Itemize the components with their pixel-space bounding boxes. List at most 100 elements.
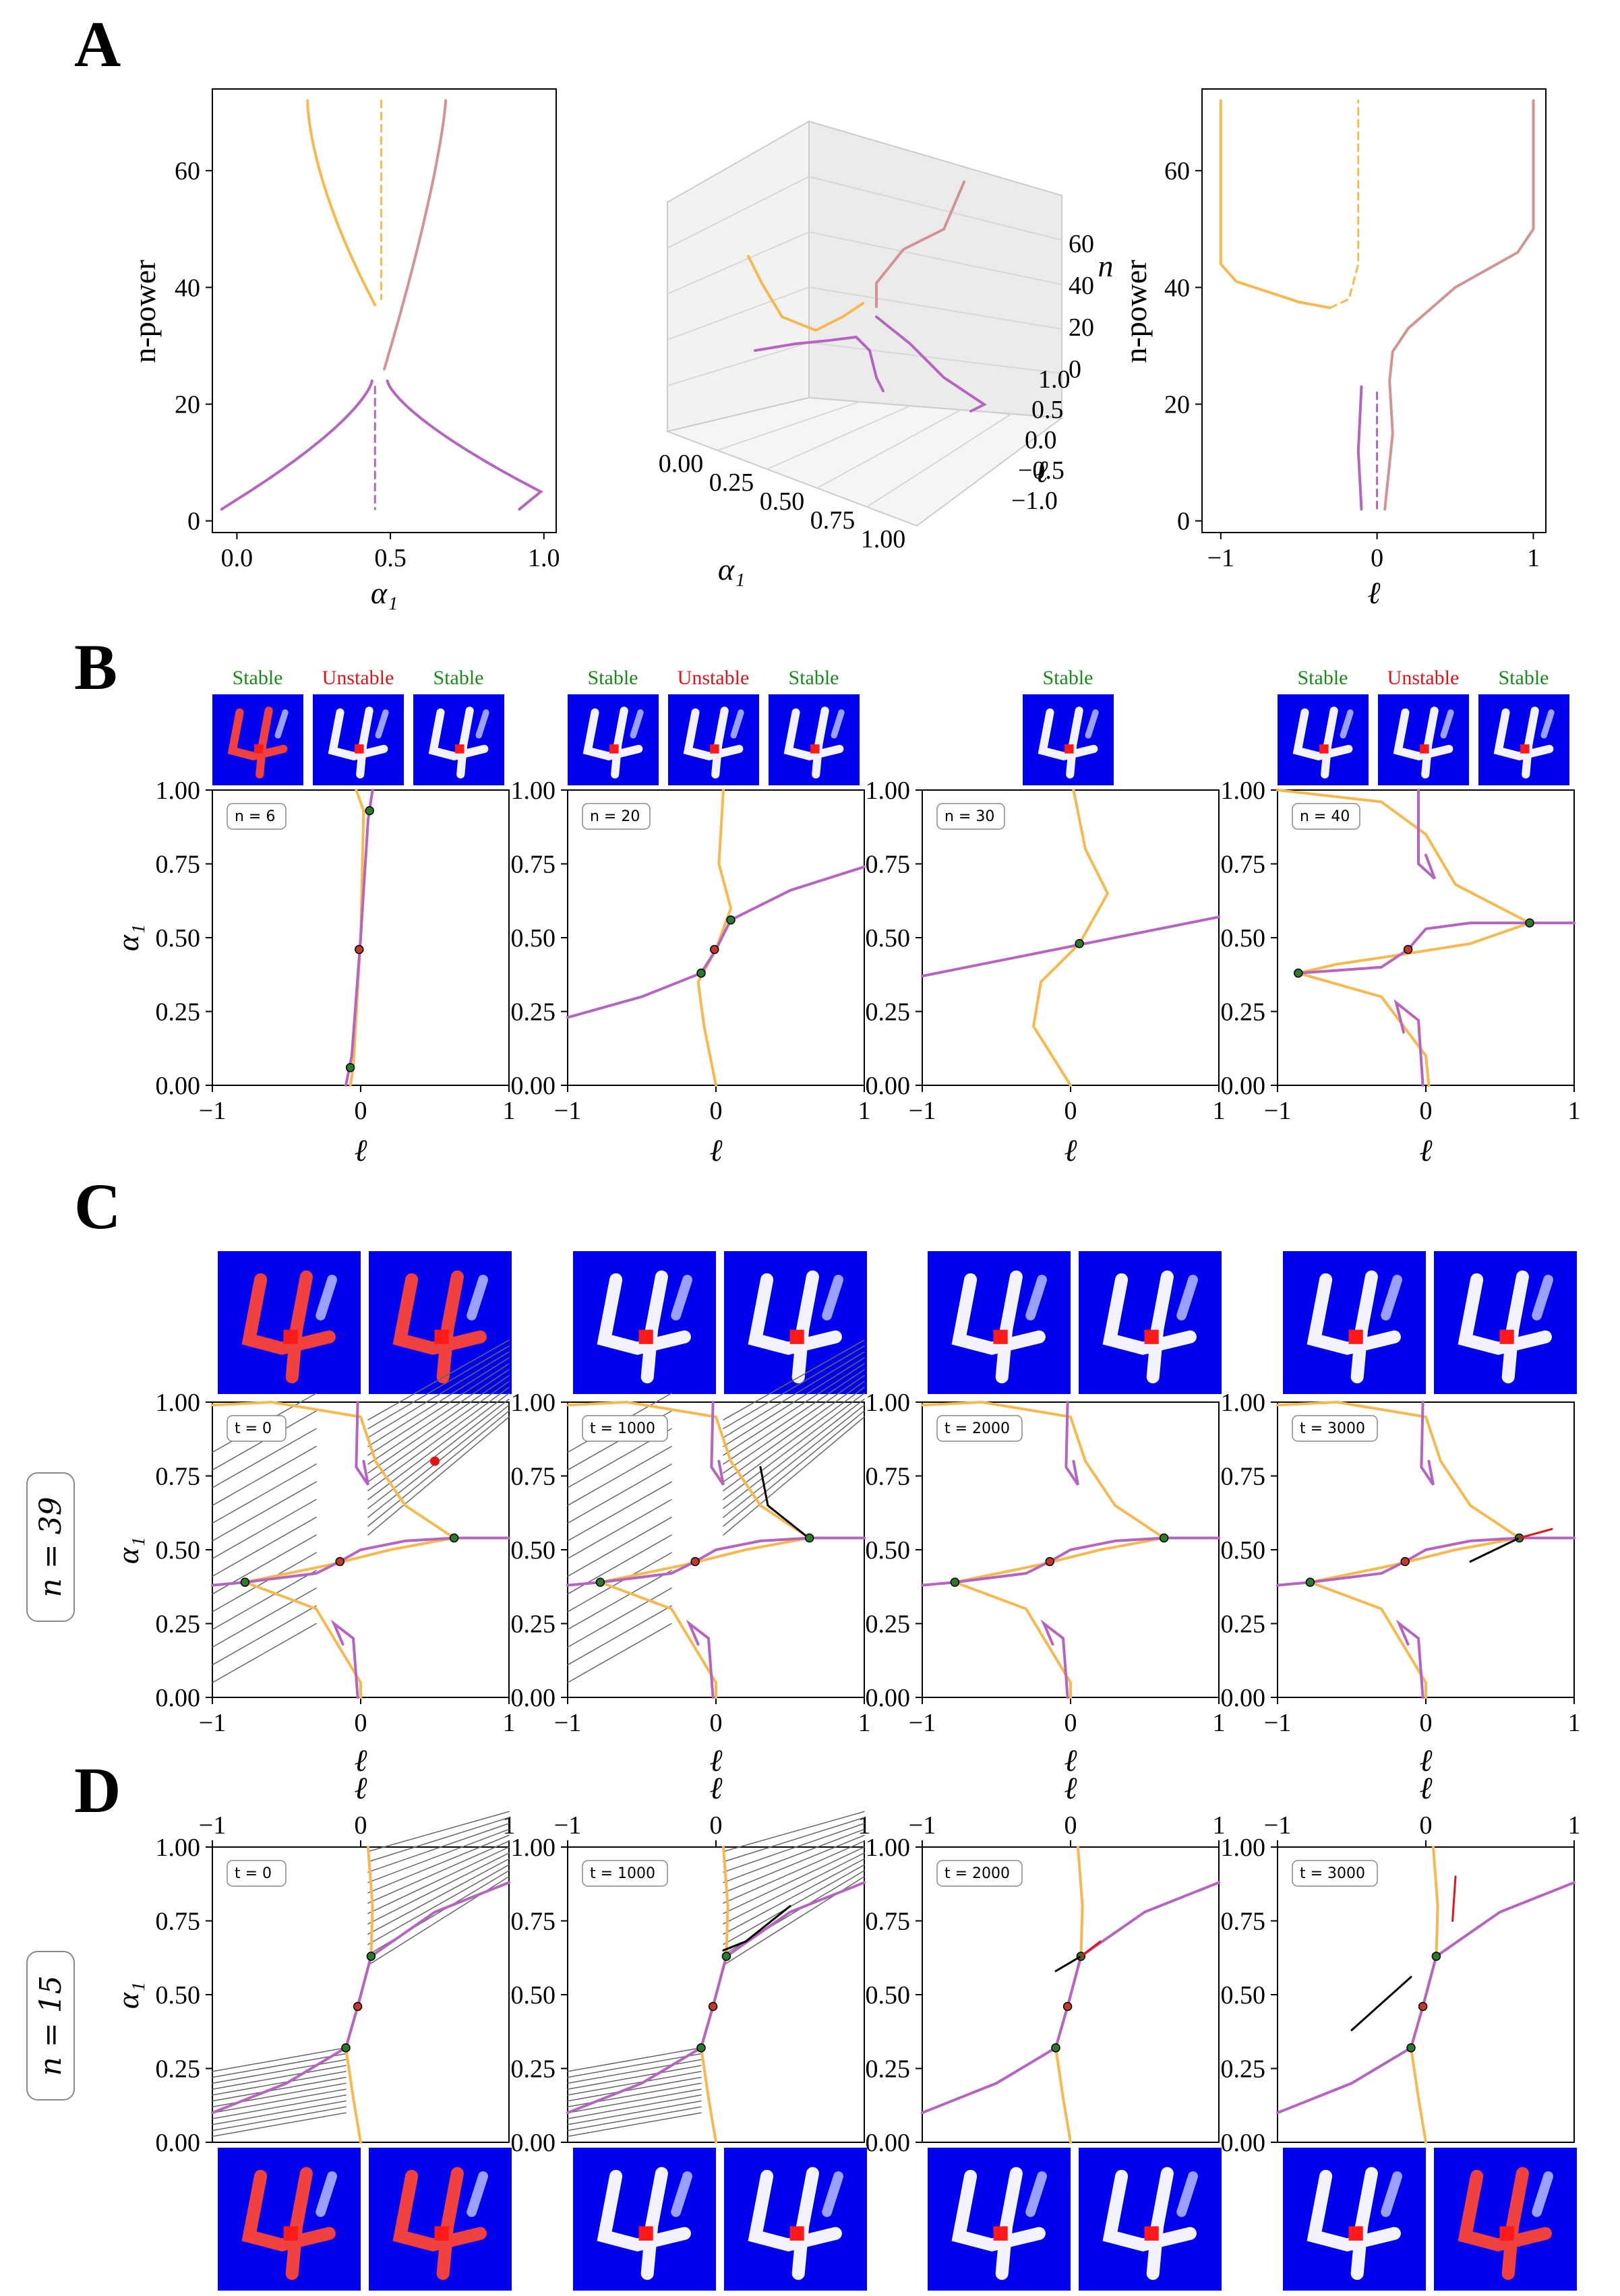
panel-b-xlabel: ℓ: [709, 1133, 723, 1168]
panel-c-xtick-label: 1: [503, 1709, 516, 1737]
panel-c-plot-2: 0.00 0.25 0.50 0.75 1.00 −1 0 1 t = 1000 ℓ: [511, 1251, 871, 1778]
streamline: [723, 1351, 865, 1439]
tick-3d-z: 40: [1069, 272, 1094, 300]
panel-b: Stable Unstable Stable 0.00 0.25 0.50 0.75 1.00…: [111, 667, 1581, 1168]
panel-b-ytick-label: 0.75: [866, 851, 911, 879]
panel-b-stability-label: Stable: [789, 667, 839, 689]
panel-b-image-stroke-c: [375, 709, 389, 739]
panel-b-xtick-label: 1: [503, 1097, 516, 1125]
row-label-n15: n = 15: [26, 1951, 75, 2101]
panel-a-left-ylabel: n-power: [127, 260, 162, 363]
panel-b-image-center-dot: [1520, 744, 1530, 754]
streamline: [567, 1569, 672, 1631]
streamline: [723, 1858, 865, 1935]
fixed-point-stable: [365, 806, 374, 816]
fixed-point-stable: [696, 2043, 706, 2053]
panel-c-ytick-label: 0.25: [1221, 1610, 1266, 1639]
streamline: [723, 1823, 865, 1873]
panel-letter-d: D: [74, 1754, 121, 1826]
curve-right-left-orange: [1219, 99, 1332, 309]
nullcline-purple-loop-bottom: [1040, 1619, 1069, 1699]
panel-c-image-a-stroke-a: [241, 1273, 336, 1356]
trajectory: [759, 1466, 806, 1536]
streamline: [567, 1552, 672, 1612]
curve-mauve-right-branch: [383, 99, 448, 371]
panel-d-ytick-label: 0.75: [156, 1908, 201, 1936]
panel-d-image-a-stroke-a: [241, 2169, 336, 2252]
nullcline-purple: [1296, 922, 1576, 975]
curve-purple-left-lower: [220, 379, 373, 511]
panel-d-image-a-center-dot: [993, 2226, 1008, 2241]
panel-b-image-stroke-c: [831, 709, 845, 739]
nullcline-purple: [566, 1536, 866, 1587]
panel-d-ytick-label: 0.25: [1221, 2055, 1266, 2084]
fixed-point-stable: [341, 2043, 351, 2053]
panel-a-right-ytick-label: 20: [1164, 391, 1190, 419]
panel-c-ylabel: α₁: [111, 1537, 145, 1564]
panel-a-right-curves: [1219, 99, 1535, 511]
tick-3d-y: −1.0: [1011, 487, 1058, 515]
curve-3d-orange-a: [747, 255, 864, 332]
current-state-marker: [430, 1456, 440, 1466]
panel-c-ytick-label: 0.00: [866, 1684, 911, 1712]
curve-right-main-mauve: [1383, 99, 1535, 511]
panel-a-3d-zlabel: n: [1098, 249, 1114, 283]
panel-b-ytick-label: 0.75: [1221, 851, 1266, 879]
panel-b-ytick-label: 0.25: [866, 998, 911, 1027]
streamline: [723, 1834, 865, 1894]
panel-b-ytick-label: 0.75: [156, 851, 201, 879]
panel-b-image-center-dot: [1064, 744, 1074, 754]
streamline: [212, 1499, 317, 1559]
grid-line: [808, 286, 1062, 330]
panel-d-xlabel: ℓ: [1064, 1771, 1077, 1805]
fixed-point-stable: [696, 968, 706, 978]
panel-b-inset-box: [582, 803, 651, 830]
panel-b-inset-label: n = 40: [1300, 808, 1350, 825]
panel-c-image-b-stroke-c: [822, 1274, 844, 1321]
panel-d-ytick-label: 1.00: [511, 1834, 556, 1862]
panel-c-inset-box: [582, 1415, 668, 1442]
panel-b-ytick-label: 0.25: [156, 998, 201, 1027]
panel-d-image-b-stroke-c: [467, 2171, 489, 2217]
streamline: [367, 1351, 510, 1439]
row-label-n39: n = 39: [26, 1472, 75, 1622]
panel-b-xtick-label: 1: [1568, 1097, 1581, 1125]
nullcline-purple-loop-bottom: [686, 1619, 715, 1699]
panel-d-inset-box: [582, 1860, 668, 1887]
panel-b-ytick-label: 0.75: [511, 851, 556, 879]
row-label-c-text: n = 39: [34, 1497, 68, 1597]
panel-d-xtick-label: −1: [554, 1811, 581, 1840]
streamline: [212, 1445, 317, 1507]
panel-d-inset-box: [936, 1860, 1023, 1887]
grid-line: [866, 413, 1012, 508]
streamline: [723, 1811, 865, 1852]
streamline: [567, 1445, 672, 1507]
panel-c-image-b-stroke-c: [1176, 1274, 1199, 1321]
panel-d-xtick-label: −1: [199, 1811, 226, 1840]
panel-b-ytick-label: 1.00: [156, 777, 201, 805]
panel-b-ytick-label: 0.00: [866, 1072, 911, 1100]
panel-d-image-a-center-dot: [638, 2226, 653, 2241]
panel-d-image-a-stroke-c: [1025, 2171, 1048, 2217]
panel-b-image-stroke-c: [475, 709, 489, 739]
fixed-point-stable: [950, 1577, 960, 1587]
streamline: [723, 1393, 865, 1501]
panel-c-image-b-center-dot: [1144, 1329, 1159, 1344]
panel-d-image-a-stroke-c: [316, 2171, 338, 2217]
grid-line: [767, 405, 911, 470]
trajectory: [1054, 1955, 1082, 1972]
fixed-point-unstable: [1403, 944, 1413, 955]
trajectory: [722, 1905, 791, 1952]
panel-c-xlabel: ℓ: [1064, 1743, 1077, 1778]
tick-3d-z: 60: [1069, 230, 1094, 258]
panel-b-xlabel: ℓ: [1419, 1133, 1433, 1168]
nullcline-purple: [211, 1536, 510, 1587]
streamline: [367, 1828, 510, 1883]
panel-b-image-stroke-c: [630, 709, 644, 739]
panel-b-image-stroke-a: [1393, 708, 1453, 761]
panel-b-plot-4: Stable Unstable Stable 0.00 0.25 0.50 0.75 1.00…: [1221, 667, 1581, 1168]
panel-a-right-xtick-label: 1: [1527, 544, 1540, 572]
panel-b-inset-box: [936, 803, 1005, 830]
nullcline-purple: [921, 1536, 1220, 1587]
panel-a-left-xtick-label: 0.5: [374, 544, 407, 572]
